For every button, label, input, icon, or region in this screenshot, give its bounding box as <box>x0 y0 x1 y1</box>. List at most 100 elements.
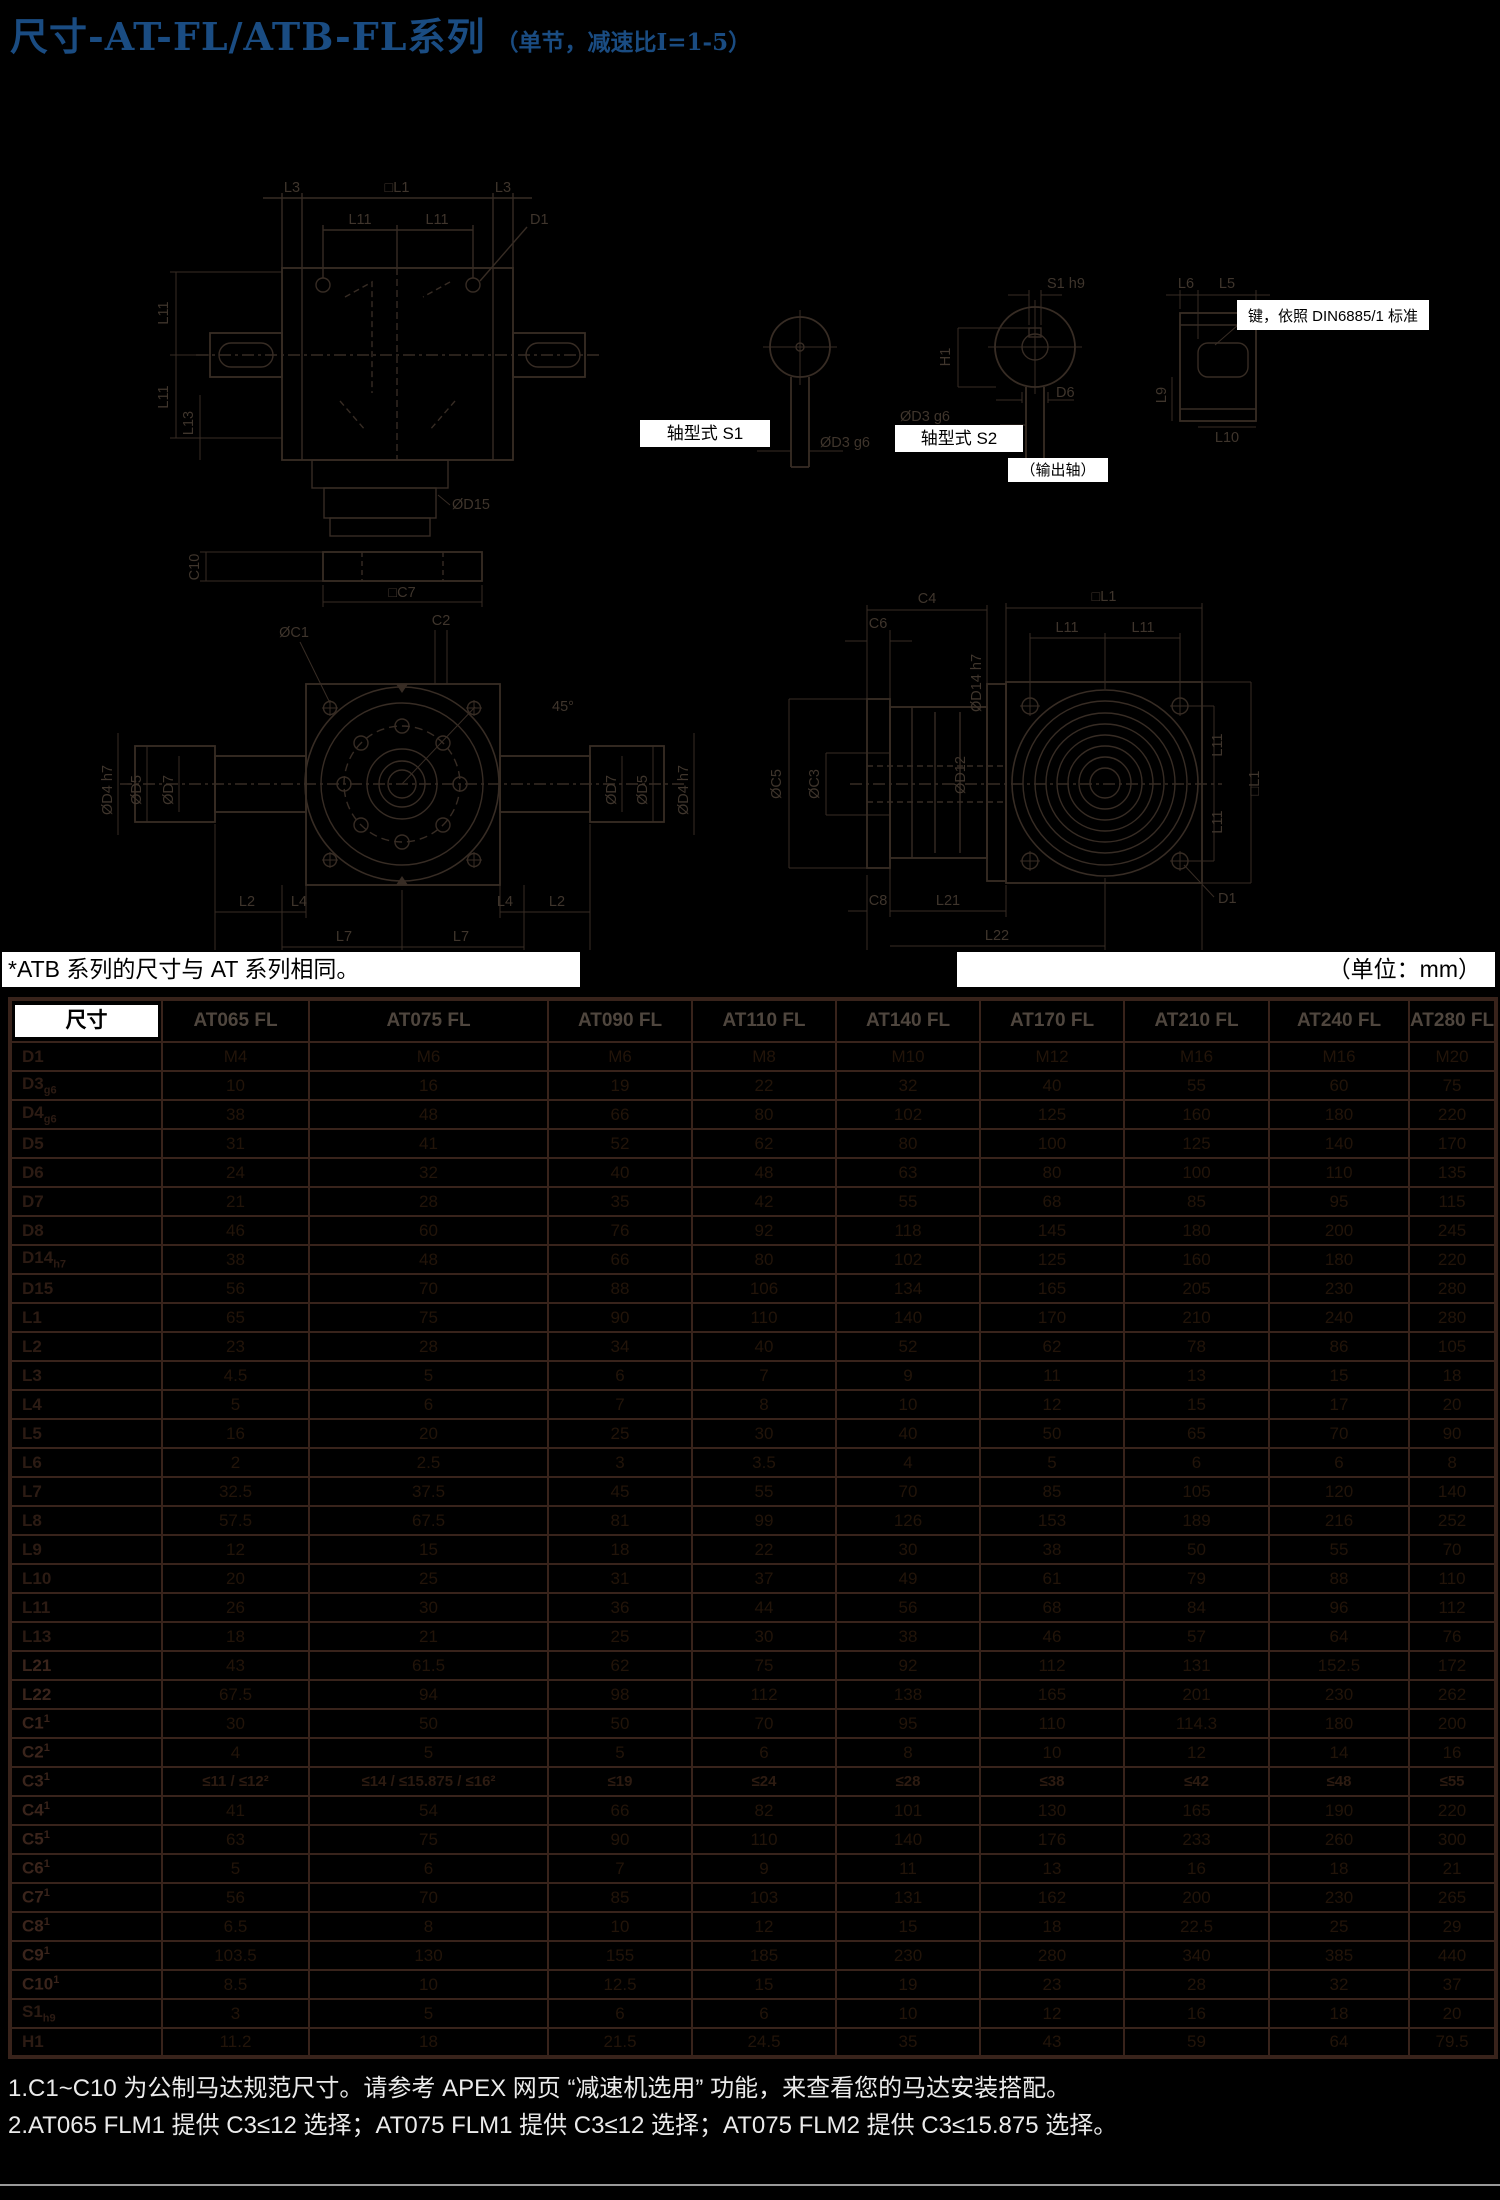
table-row: D6 24 32 40 48 63 80 100 110 135 <box>9 1157 1498 1188</box>
table-cell: 7 <box>547 1853 693 1884</box>
table-cell: 90 <box>547 1824 693 1855</box>
table-cell: 16 <box>1123 1853 1270 1884</box>
table-cell: 59 <box>1123 2027 1270 2058</box>
technical-drawing: L3 □L1 L3 L11 L11 D1 L11 L11 L13 ØD15 C1… <box>100 180 1429 950</box>
column-header: AT140 FL <box>835 998 981 1043</box>
table-row: C61 5 6 7 9 11 13 16 18 21 <box>9 1853 1498 1884</box>
table-cell: 16 <box>1123 1998 1270 2029</box>
table-cell: ≤19 <box>547 1766 693 1797</box>
dim-label-l4: L4 <box>497 894 513 910</box>
table-cell: 30 <box>308 1592 549 1623</box>
shaft-type-s1-caption: 轴型式 S1 <box>667 424 744 443</box>
table-cell: 13 <box>1123 1360 1270 1391</box>
table-cell: 106 <box>691 1273 837 1304</box>
table-cell: 31 <box>547 1563 693 1594</box>
dim-label-s1h9: S1 h9 <box>1047 276 1085 292</box>
dim-label-l6: L6 <box>1178 276 1194 292</box>
table-cell: 30 <box>835 1534 981 1565</box>
table-cell: 52 <box>547 1128 693 1159</box>
row-label: L1 <box>9 1302 163 1333</box>
table-cell: 28 <box>308 1186 549 1217</box>
dim-label-d4: ØD4 h7 <box>100 765 116 815</box>
row-label: L5 <box>9 1418 163 1449</box>
dim-label-l11: L11 <box>156 385 172 408</box>
table-cell: 75 <box>308 1824 549 1855</box>
table-cell: 162 <box>979 1882 1125 1913</box>
table-cell: 4 <box>161 1737 310 1768</box>
table-cell: 84 <box>1123 1592 1270 1623</box>
row-label: S1h9 <box>9 1998 163 2029</box>
table-cell: 21 <box>1407 1853 1498 1884</box>
table-cell: 8.5 <box>161 1969 310 2000</box>
table-cell: 90 <box>1407 1418 1498 1449</box>
table-corner: 尺寸 <box>9 998 163 1043</box>
table-cell: 25 <box>1268 1911 1410 1942</box>
table-cell: 8 <box>835 1737 981 1768</box>
row-label: D15 <box>9 1273 163 1304</box>
table-cell: 118 <box>835 1215 981 1246</box>
table-cell: 6 <box>691 1998 837 2029</box>
shaft-type-s1-box <box>640 420 770 447</box>
table-cell: 48 <box>308 1244 549 1275</box>
table-cell: 180 <box>1268 1099 1410 1130</box>
table-row: C21 4 5 5 6 8 10 12 14 16 <box>9 1737 1498 1768</box>
table-row: C51 63 75 90 110 140 176 233 260 300 <box>9 1824 1498 1855</box>
table-cell: 6 <box>1123 1447 1270 1478</box>
table-cell: 180 <box>1123 1215 1270 1246</box>
dim-label-d1: D1 <box>530 212 549 228</box>
table-cell: 105 <box>1123 1476 1270 1507</box>
table-cell: 102 <box>835 1099 981 1130</box>
unit-note: （单位：mm） <box>957 952 1495 987</box>
table-cell: 60 <box>1268 1070 1410 1101</box>
table-cell: 28 <box>308 1331 549 1362</box>
row-label: L10 <box>9 1563 163 1594</box>
row-label: D1 <box>9 1041 163 1072</box>
dim-label-l7: L7 <box>336 929 352 945</box>
table-cell: 48 <box>308 1099 549 1130</box>
dim-label-l21: L21 <box>936 893 960 909</box>
table-cell: 20 <box>1407 1998 1498 2029</box>
table-cell: 32 <box>835 1070 981 1101</box>
table-cell: 135 <box>1407 1157 1498 1188</box>
table-cell: 112 <box>979 1650 1125 1681</box>
table-cell: 262 <box>1407 1679 1498 1710</box>
row-label: C61 <box>9 1853 163 1884</box>
table-cell: 38 <box>161 1244 310 1275</box>
table-cell: 41 <box>161 1795 310 1826</box>
table-cell: M4 <box>161 1041 310 1072</box>
table-cell: 56 <box>835 1592 981 1623</box>
table-cell: 220 <box>1407 1244 1498 1275</box>
dim-label-c10: C10 <box>187 554 203 581</box>
table-cell: 102 <box>835 1244 981 1275</box>
dim-label-c3: ØC3 <box>807 769 823 799</box>
table-cell: 112 <box>1407 1592 1498 1623</box>
table-cell: 35 <box>835 2027 981 2058</box>
table-cell: 11.2 <box>161 2027 310 2058</box>
page-title-sub: （单节，减速比I=1-5） <box>495 29 752 56</box>
table-cell: ≤42 <box>1123 1766 1270 1797</box>
table-cell: 67.5 <box>308 1505 549 1536</box>
row-label: C41 <box>9 1795 163 1826</box>
row-label: C31 <box>9 1766 163 1797</box>
table-cell: 75 <box>308 1302 549 1333</box>
table-row: C31 ≤11 / ≤12² ≤14 / ≤15.875 / ≤16² ≤19 ≤24 ≤… <box>9 1766 1498 1797</box>
table-cell: 300 <box>1407 1824 1498 1855</box>
table-cell: 24.5 <box>691 2027 837 2058</box>
table-cell: 220 <box>1407 1099 1498 1130</box>
table-cell: 170 <box>1407 1128 1498 1159</box>
row-label: L8 <box>9 1505 163 1536</box>
table-cell: 16 <box>161 1418 310 1449</box>
table-cell: 44 <box>691 1592 837 1623</box>
table-cell: 8 <box>308 1911 549 1942</box>
table-cell: 200 <box>1268 1215 1410 1246</box>
table-cell: 25 <box>308 1563 549 1594</box>
row-label: D14h7 <box>9 1244 163 1275</box>
table-cell: 22.5 <box>1123 1911 1270 1942</box>
table-cell: 112 <box>691 1679 837 1710</box>
table-cell: 165 <box>1123 1795 1270 1826</box>
table-cell: 57 <box>1123 1621 1270 1652</box>
table-cell: 81 <box>547 1505 693 1536</box>
table-cell: 15 <box>691 1969 837 2000</box>
table-cell: 10 <box>161 1070 310 1101</box>
table-cell: 5 <box>308 1737 549 1768</box>
